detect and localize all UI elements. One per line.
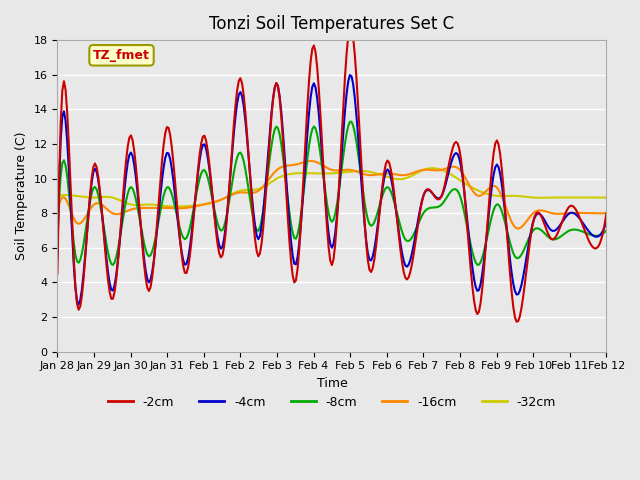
Text: TZ_fmet: TZ_fmet — [93, 49, 150, 62]
-32cm — [486, 192, 494, 198]
-8cm — [54, 236, 61, 242]
-8cm — [493, 202, 500, 207]
-16cm — [65, 203, 73, 208]
Title: Tonzi Soil Temperatures Set C: Tonzi Soil Temperatures Set C — [209, 15, 454, 33]
-4cm — [475, 287, 483, 293]
-16cm — [358, 170, 365, 176]
-16cm — [223, 194, 231, 200]
-32cm — [65, 192, 73, 198]
-8cm — [486, 219, 494, 225]
-32cm — [54, 193, 61, 199]
-16cm — [474, 192, 481, 198]
-8cm — [359, 188, 367, 193]
Line: -4cm: -4cm — [58, 75, 606, 304]
-8cm — [602, 228, 610, 233]
-2cm — [223, 211, 231, 216]
-8cm — [348, 119, 355, 125]
-16cm — [307, 158, 314, 164]
-4cm — [65, 167, 73, 173]
Legend: -2cm, -4cm, -8cm, -16cm, -32cm: -2cm, -4cm, -8cm, -16cm, -32cm — [102, 391, 561, 414]
-4cm — [493, 162, 500, 168]
-16cm — [54, 210, 61, 216]
-8cm — [109, 262, 116, 268]
-2cm — [602, 210, 610, 216]
-4cm — [602, 219, 610, 225]
-4cm — [75, 301, 83, 307]
-2cm — [358, 161, 365, 167]
-16cm — [602, 210, 610, 216]
-4cm — [486, 196, 494, 202]
-2cm — [474, 311, 481, 317]
-32cm — [225, 193, 233, 199]
-4cm — [359, 201, 367, 206]
Line: -2cm: -2cm — [58, 27, 606, 322]
-16cm — [515, 226, 522, 231]
-16cm — [492, 183, 499, 189]
-8cm — [65, 189, 73, 194]
-32cm — [171, 204, 179, 209]
-2cm — [54, 271, 61, 276]
-4cm — [225, 189, 233, 195]
Y-axis label: Soil Temperature (C): Soil Temperature (C) — [15, 132, 28, 260]
Line: -8cm: -8cm — [58, 122, 606, 265]
-16cm — [485, 186, 493, 192]
-4cm — [54, 253, 61, 259]
Line: -32cm: -32cm — [58, 168, 606, 206]
-2cm — [485, 204, 493, 209]
-2cm — [65, 142, 73, 148]
-32cm — [493, 193, 500, 199]
-2cm — [492, 141, 499, 146]
-32cm — [358, 168, 365, 174]
-2cm — [346, 24, 354, 30]
-32cm — [602, 195, 610, 201]
-8cm — [225, 200, 233, 205]
-32cm — [475, 188, 483, 194]
-8cm — [475, 262, 483, 267]
X-axis label: Time: Time — [317, 377, 348, 390]
-4cm — [346, 72, 354, 78]
Line: -16cm: -16cm — [58, 161, 606, 228]
-32cm — [429, 165, 437, 171]
-2cm — [513, 319, 520, 324]
